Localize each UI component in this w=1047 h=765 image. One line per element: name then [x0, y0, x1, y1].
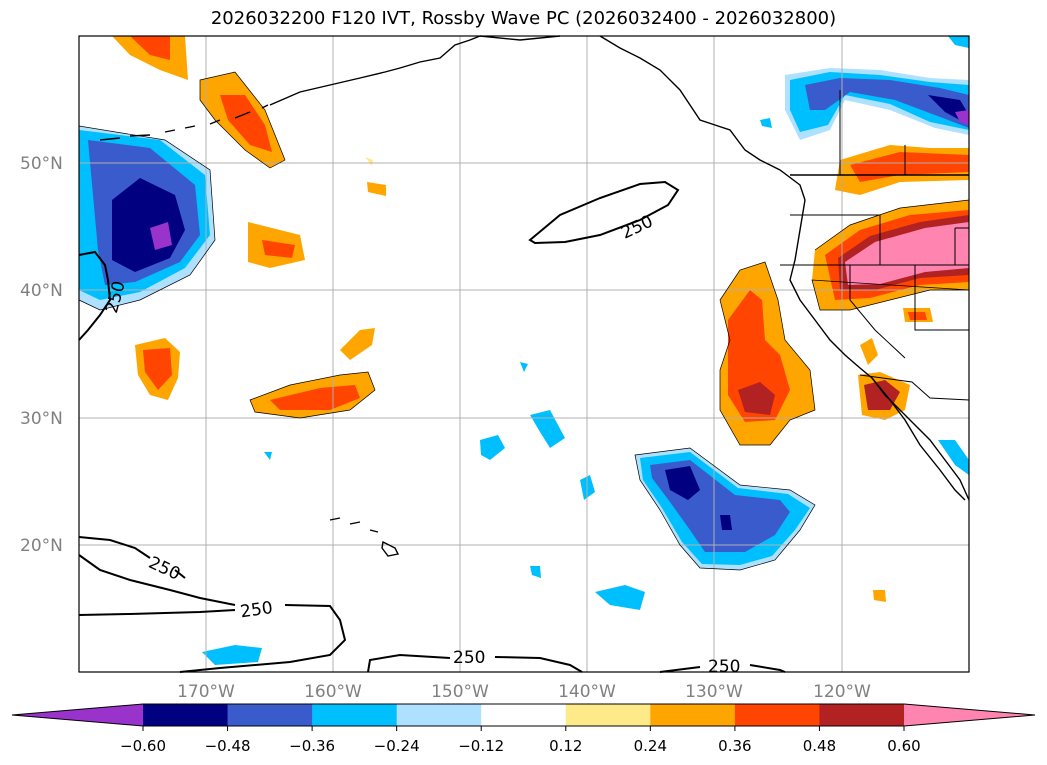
- colorbar-segment: [819, 704, 905, 726]
- anomaly-region: [340, 328, 375, 360]
- colorbar-tick-label: −0.48: [205, 737, 251, 755]
- anomaly-region: [112, 178, 185, 272]
- anomaly-region: [480, 435, 505, 460]
- colorbar: [11, 703, 1036, 727]
- us-west-coast: [789, 199, 970, 501]
- negative-anomaly-regions: [79, 36, 969, 665]
- border-states: [780, 214, 970, 401]
- anomaly-region: [262, 240, 295, 258]
- lat-label: 30°N: [20, 409, 63, 429]
- anomaly-region: [860, 338, 878, 365]
- anomaly-region: [220, 95, 272, 152]
- gridlines: [79, 36, 969, 672]
- colorbar-extend-high: [904, 704, 1035, 726]
- anomaly-region: [530, 410, 565, 448]
- lon-label: 170°W: [177, 682, 235, 702]
- colorbar-segment: [650, 704, 736, 726]
- aleutian-islands: [99, 104, 269, 141]
- anomaly-region: [530, 566, 541, 578]
- anomaly-region: [720, 515, 732, 530]
- colorbar-tick-label: −0.60: [120, 737, 166, 755]
- anomaly-region: [760, 118, 772, 128]
- coastlines: [99, 35, 970, 557]
- anomaly-region: [955, 110, 969, 125]
- colorbar-segment: [734, 704, 820, 726]
- lon-label: 120°W: [813, 682, 871, 702]
- contour-label: 250: [239, 598, 274, 622]
- anomaly-region: [908, 312, 927, 320]
- colorbar-segment: [227, 704, 313, 726]
- contour-line: [78, 609, 236, 616]
- baja-coast: [871, 377, 966, 501]
- colorbar-tick-label: −0.24: [374, 737, 420, 755]
- latitude-labels: 50°N 40°N 30°N 20°N: [20, 154, 63, 556]
- longitude-labels: 170°W 160°W 150°W 140°W 130°W 120°W: [177, 682, 871, 702]
- anomaly-region: [738, 382, 775, 415]
- colorbar-extend-low: [12, 704, 143, 726]
- anomaly-outlines: [78, 71, 970, 571]
- lon-label: 130°W: [685, 682, 743, 702]
- anomaly-region: [150, 222, 172, 250]
- colorbar-ticks: −0.60 −0.48 −0.36 −0.24 −0.12 0.12 0.24 0.36 0.4…: [120, 726, 921, 755]
- contour-line: [659, 664, 786, 673]
- hawaii: [329, 517, 400, 557]
- contour-line: [528, 180, 680, 245]
- colorbar-segment: [143, 704, 229, 726]
- anomaly-region: [938, 440, 969, 475]
- anomaly-region: [270, 385, 360, 410]
- colorbar-segment: [565, 704, 651, 726]
- lon-label: 140°W: [558, 682, 616, 702]
- contour-label: 250: [708, 657, 740, 677]
- anomaly-region: [665, 466, 700, 500]
- lat-label: 40°N: [20, 281, 63, 301]
- anomaly-region: [365, 157, 373, 166]
- colorbar-segment: [481, 704, 567, 726]
- colorbar-tick-label: 0.24: [634, 737, 667, 755]
- anomaly-region: [873, 590, 886, 602]
- contour-line: [78, 554, 347, 673]
- map-background: [79, 36, 969, 672]
- lat-label: 20°N: [20, 536, 63, 556]
- anomaly-region: [367, 182, 386, 196]
- anomaly-region: [264, 452, 272, 460]
- colorbar-segment: [396, 704, 482, 726]
- colorbar-segment: [312, 704, 398, 726]
- ivt-contours: [78, 180, 786, 673]
- anomaly-region: [202, 645, 262, 665]
- colorbar-tick-label: −0.12: [458, 737, 504, 755]
- alaska-coast: [269, 35, 806, 201]
- contour-label: 250: [453, 648, 485, 668]
- anomaly-region: [130, 36, 170, 60]
- lon-label: 150°W: [431, 682, 489, 702]
- map-frame: [78, 35, 970, 673]
- colorbar-tick-label: 0.12: [549, 737, 582, 755]
- contour-line: [78, 250, 112, 341]
- colorbar-tick-label: −0.36: [289, 737, 335, 755]
- lat-label: 50°N: [20, 154, 63, 174]
- anomaly-region: [948, 36, 969, 48]
- anomaly-region: [595, 585, 645, 610]
- colorbar-tick-label: 0.36: [718, 737, 751, 755]
- contour-line: [367, 653, 583, 673]
- anomaly-region: [805, 78, 969, 128]
- border-canada-provinces: [839, 90, 906, 175]
- anomaly-region: [520, 362, 528, 372]
- map-title: 2026032200 F120 IVT, Rossby Wave PC (202…: [210, 8, 837, 29]
- anomaly-region: [845, 222, 969, 285]
- lon-label: 160°W: [304, 682, 362, 702]
- contour-line: [78, 536, 186, 579]
- positive-anomaly-regions: [112, 36, 969, 602]
- colorbar-tick-label: 0.48: [803, 737, 836, 755]
- anomaly-region: [143, 348, 172, 390]
- colorbar-tick-label: 0.60: [887, 737, 920, 755]
